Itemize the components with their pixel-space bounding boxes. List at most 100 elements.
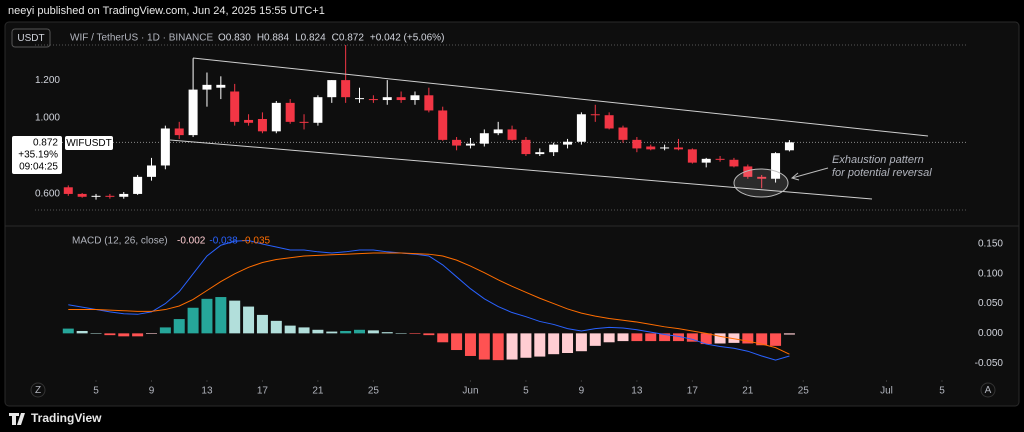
candle-body <box>174 128 184 136</box>
histogram-bar <box>686 333 698 342</box>
candle-body <box>382 97 392 101</box>
currency-button[interactable] <box>11 28 51 48</box>
x-tick-label: 13 <box>631 386 643 397</box>
candle-body <box>133 176 143 194</box>
histogram-bar <box>215 297 227 334</box>
candle-body <box>771 153 781 179</box>
macd-legend-value: -0.035 <box>242 236 271 247</box>
macd-line <box>68 252 790 355</box>
price-tag-countdown: 09:04:25 <box>19 162 58 173</box>
histogram-bar <box>256 314 268 334</box>
histogram-bar <box>298 327 310 334</box>
histogram-bar <box>132 333 144 337</box>
histogram-bar <box>437 333 449 343</box>
candle-body <box>202 84 212 90</box>
change-value: +0.042 (+5.06%) <box>370 33 445 44</box>
brand-name: TradingView <box>31 411 102 425</box>
x-tick-label: 5 <box>93 386 99 397</box>
candle-body <box>341 80 351 98</box>
histogram-bar <box>603 333 615 343</box>
histogram-bar <box>700 333 712 345</box>
candle-body <box>576 114 586 142</box>
histogram-bar <box>756 333 768 346</box>
candle-body <box>757 176 767 179</box>
zoom-button[interactable] <box>30 382 46 398</box>
annotation: Exhaustion pattern <box>832 154 924 166</box>
candle-body <box>271 102 281 132</box>
channel-lower <box>169 139 873 200</box>
candle-body <box>438 110 448 140</box>
x-tick-label: Jul <box>880 386 893 397</box>
histogram-bar <box>270 320 282 334</box>
candle-body <box>673 147 683 150</box>
macd-legend: -0.002 -0.038 -0.035 <box>177 236 271 247</box>
currency-label[interactable]: USDT <box>17 33 44 44</box>
chart-frame <box>4 21 1020 407</box>
candle-body <box>784 142 794 151</box>
x-tick-label: 5 <box>939 386 945 397</box>
ohlc-value: C0.872 <box>332 33 365 44</box>
histogram-bar <box>159 327 171 334</box>
histogram-bar <box>464 333 476 356</box>
ohlc-value: H0.884 <box>257 33 290 44</box>
histogram-bar <box>340 330 352 334</box>
symbol-tag <box>65 136 113 150</box>
plot: 0.600 1.000 1.200 5 9 13 17 21 25 Jun 5 9 13 17 21 25 Ju… <box>35 45 1003 397</box>
candle-body <box>327 80 337 98</box>
histogram-bar <box>770 333 782 346</box>
symbol-title: WIF / TetherUS · 1D · BINANCE <box>70 33 214 44</box>
candle-body <box>355 98 365 100</box>
ohlc-value: O0.830 <box>218 33 251 44</box>
x-tick-label: 9 <box>149 386 155 397</box>
histogram-bar <box>783 333 795 335</box>
candle-body <box>119 193 129 197</box>
candle-body <box>549 144 559 153</box>
histogram-bar <box>145 333 157 334</box>
histogram-bar <box>76 330 88 334</box>
candle-body <box>701 158 711 163</box>
candle-body <box>646 146 656 150</box>
histogram-bar <box>229 300 241 334</box>
histogram-bar <box>173 319 185 334</box>
y-tick-label: 1.200 <box>35 75 60 86</box>
y-tick-label: 0.150 <box>978 239 1003 250</box>
candle-body <box>230 91 240 122</box>
candle-body <box>507 129 517 140</box>
histogram-bar <box>492 333 504 361</box>
price-tag <box>12 136 62 174</box>
candle-body <box>660 147 670 149</box>
histogram-bar <box>617 333 629 342</box>
candle-body <box>160 128 170 166</box>
macd-title: MACD (12, 26, close) <box>72 236 168 247</box>
candle-body <box>465 143 475 146</box>
histogram-bar <box>284 325 296 334</box>
candle-body <box>590 114 600 116</box>
y-tick-label: 0.000 <box>978 328 1003 339</box>
auto-button[interactable] <box>980 382 996 398</box>
histogram-bar <box>187 307 199 334</box>
candle-body <box>687 149 697 163</box>
auto-label[interactable]: A <box>985 385 992 396</box>
histogram-bar <box>118 333 130 337</box>
price-tag-price: 0.872 <box>33 138 58 149</box>
histogram-bar <box>742 333 754 344</box>
x-tick-label: 13 <box>201 386 213 397</box>
zoom-label[interactable]: Z <box>35 385 41 396</box>
ohlc-legend: O0.830 H0.884 L0.824 C0.872 +0.042 (+5.06%) <box>218 33 444 44</box>
candle-body <box>632 139 642 149</box>
histogram-bar <box>243 306 255 334</box>
candle-body <box>493 129 503 134</box>
histogram-bar <box>367 330 379 334</box>
candle-body <box>521 139 531 155</box>
histogram-bar <box>631 333 643 342</box>
candle-body <box>715 158 725 160</box>
x-tick-label: 21 <box>312 386 324 397</box>
candle-body <box>244 119 254 123</box>
candle-body <box>410 95 420 101</box>
y-tick-label: 0.100 <box>978 268 1003 279</box>
candle-body <box>368 99 378 101</box>
candle-body <box>257 119 267 132</box>
candle-body <box>285 102 295 122</box>
price-tag-change: +35.19% <box>18 150 58 161</box>
